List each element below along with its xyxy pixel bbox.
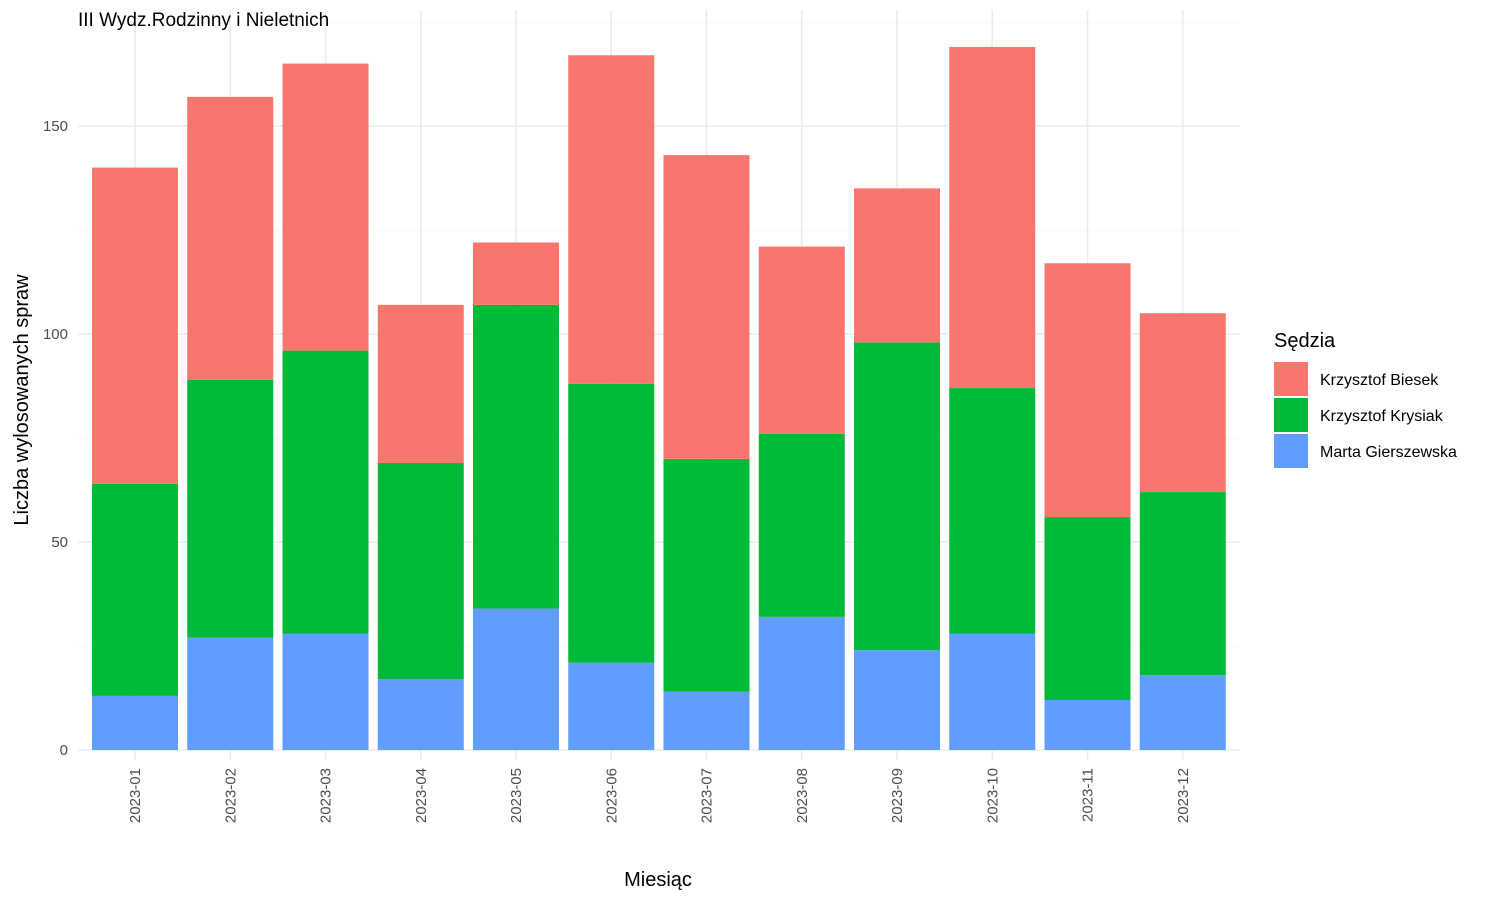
bar-segment [663,691,750,750]
axis-layer: 0 50 100 150 2023-01 2023-02 2023-03 2023-04 202… [43,118,1192,823]
legend-label: Marta Gierszewska [1320,444,1457,461]
legend: Sędzia Krzysztof Biesek Krzysztof Krysiak… [1274,330,1457,468]
bar-segment [758,616,845,750]
bar-segment [854,188,940,343]
bar-segment [187,637,274,750]
bar-segment [949,388,1036,634]
bar-segment [1044,517,1131,701]
x-tick-label: 2023-09 [889,768,906,823]
x-tick-label: 2023-11 [1080,768,1097,822]
legend-title: Sędzia [1274,330,1336,352]
bar-segment [282,63,369,351]
bar-segment [473,242,559,305]
bar-segment [1139,492,1226,676]
bar-segment [854,650,940,750]
bar-segment [663,458,750,692]
y-tick-label: 0 [60,742,68,759]
bar-segment [92,483,178,696]
y-tick-label: 100 [43,326,68,343]
y-tick-label: 50 [51,534,68,551]
bar-segment [758,433,845,617]
x-tick-label: 2023-01 [127,768,144,823]
bar-segment [1139,675,1226,750]
bar-segment [568,55,655,384]
y-axis-title: Liczba wylosowanych spraw [11,274,33,526]
x-tick-label: 2023-07 [699,768,716,823]
bar-segment [377,462,464,680]
bar-segment [949,633,1036,750]
bar-segment [949,46,1036,389]
bar-segment [282,633,369,750]
x-tick-label: 2023-02 [222,768,239,823]
x-tick-label: 2023-06 [603,768,620,823]
bar-segment [473,304,559,609]
y-tick-label: 150 [43,118,68,135]
bar-segment [568,383,655,663]
bar-segment [663,155,750,459]
bar-segment [92,695,178,750]
legend-key [1274,362,1308,396]
bar-segment [854,342,940,651]
bar-segment [758,246,845,434]
legend-label: Krzysztof Biesek [1320,372,1439,389]
legend-key [1274,434,1308,468]
x-axis-title: Miesiąc [624,869,692,891]
bar-segment [473,608,559,750]
bar-segment [568,662,655,750]
x-tick-label: 2023-05 [508,768,525,823]
x-tick-label: 2023-03 [318,768,335,823]
bar-segment [377,304,464,463]
bar-segment [1044,263,1131,518]
x-tick-label: 2023-12 [1175,768,1192,823]
bar-segment [187,96,274,380]
bar-segment [1139,313,1226,493]
x-tick-label: 2023-08 [794,768,811,823]
legend-key [1274,398,1308,432]
x-tick-label: 2023-10 [984,768,1001,823]
bar-segment [187,379,274,638]
legend-label: Krzysztof Krysiak [1320,408,1444,425]
bar-segment [282,350,369,634]
bars-layer [92,46,1226,750]
bar-segment [92,167,178,484]
bar-segment [1044,700,1131,750]
chart-title: III Wydz.Rodzinny i Nieletnich [78,10,329,31]
x-tick-label: 2023-04 [413,768,430,823]
bar-segment [377,679,464,750]
